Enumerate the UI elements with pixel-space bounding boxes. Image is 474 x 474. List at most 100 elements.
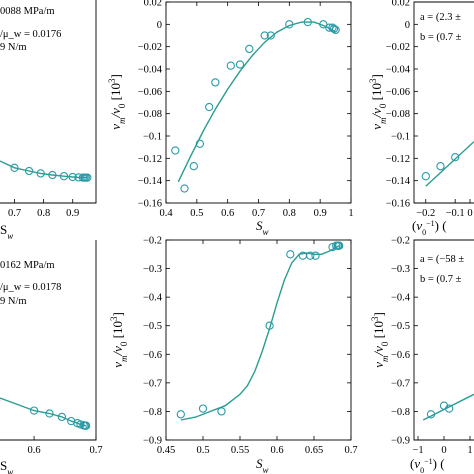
bl-data-point — [29, 406, 39, 415]
bm-ytick-label: −0.8 — [143, 407, 162, 418]
tr-ytick-label: 0 — [405, 20, 410, 31]
bm-data-point — [265, 321, 274, 330]
bottom-left-ann-1: 0162 MPa/m — [0, 260, 55, 271]
top-middle-frame — [165, 1, 352, 204]
tl-fit-line — [0, 160, 88, 179]
tr-xtick-label: −0.1 — [446, 208, 465, 219]
tl-xtick-label: 0.9 — [66, 208, 79, 219]
bm-data-point — [311, 251, 320, 260]
bottom-right-ann-1: a = (−58 ± — [420, 254, 464, 265]
br-xtick-label: 1 — [467, 445, 472, 456]
top-right-ann-2: b = (0.7 ± — [420, 32, 462, 43]
bottom-left-ann-3: 9 N/m — [0, 296, 27, 307]
top-left-xlabel: Sw — [0, 222, 13, 241]
tm-data-point — [260, 31, 269, 40]
tr-xtick-label: −0.2 — [416, 208, 435, 219]
tl-data-point — [59, 172, 69, 181]
tm-data-point — [235, 60, 245, 69]
tm-xtick-label: 0.4 — [159, 208, 173, 219]
tl-data-point — [83, 173, 92, 182]
bm-ytick-label: −0.4 — [143, 293, 163, 304]
bottom-right-ann-2: b = (0.7 ± — [420, 274, 462, 285]
tm-xtick-label: 0.5 — [190, 208, 203, 219]
bm-data-point — [286, 250, 295, 259]
bm-data-point — [198, 404, 208, 413]
br-ytick-label: −0.9 — [391, 436, 410, 447]
top-middle-xlabel: Sw — [256, 218, 269, 237]
tm-ytick-label: −0.02 — [138, 42, 162, 53]
tm-ytick-label: −0.06 — [138, 87, 162, 98]
br-xtick-label: 0 — [441, 445, 446, 456]
tr-ytick-label: −0.08 — [386, 109, 410, 120]
bm-ytick-label: −0.2 — [143, 236, 162, 247]
bm-ytick-label: −0.6 — [143, 350, 162, 361]
tr-ytick-label: −0.16 — [386, 199, 410, 210]
bl-fit-line — [0, 397, 87, 427]
bm-xtick-label: 0.5 — [196, 445, 209, 456]
tr-xtick-label: 0 — [467, 208, 472, 219]
tl-data-point — [10, 163, 19, 172]
tm-xtick-label: 0.9 — [314, 208, 327, 219]
bm-xtick-label: 0.6 — [270, 445, 283, 456]
tm-ytick-label: 0 — [157, 20, 162, 31]
bl-data-point — [76, 420, 85, 429]
bl-data-point — [57, 412, 67, 422]
br-fit-line — [422, 393, 474, 421]
top-left-frame — [0, 0, 97, 204]
tr-fit-line — [425, 141, 474, 187]
tm-data-point — [331, 25, 340, 35]
bm-xtick-label: 0.7 — [344, 445, 357, 456]
tr-data-point — [421, 172, 430, 181]
bm-xtick-label: 0.55 — [231, 445, 249, 456]
tr-ytick-label: −0.14 — [386, 176, 411, 187]
br-xtick-label: −1 — [412, 445, 423, 456]
panel-top-right: 0.02 0 −0.02 −0.04 −0.06 −0.08 −0.1 −0.12 −0.14 −… — [368, 0, 474, 237]
bl-data-point — [45, 409, 54, 418]
tr-data-point — [451, 153, 460, 162]
bottom-right-xlabel: (v0−1) ( — [410, 456, 445, 474]
br-ytick-label: −0.4 — [391, 293, 411, 304]
tm-data-point — [171, 146, 180, 155]
tl-xtick-label: 0.8 — [37, 208, 50, 219]
bottom-middle-xlabel: Sw — [256, 456, 269, 474]
br-ytick-label: −0.3 — [391, 264, 410, 275]
tm-data-point — [226, 61, 235, 70]
top-left-ann-2: /μ_w = 0.0176 — [0, 29, 61, 40]
tm-xtick-label: 1 — [348, 208, 353, 219]
tr-ytick-label: −0.12 — [386, 154, 410, 165]
bm-fit-line — [180, 245, 340, 421]
tm-data-point — [180, 184, 189, 193]
tl-xtick-label: 0.7 — [8, 208, 21, 219]
bm-data-point — [176, 410, 185, 419]
bm-data-point — [335, 241, 344, 250]
tr-ytick-label: −0.04 — [386, 65, 411, 76]
bm-xtick-label: 0.65 — [305, 445, 323, 456]
bl-xtick-label: 0.6 — [28, 445, 41, 456]
tm-ytick-label: −0.14 — [138, 176, 163, 187]
bm-data-point — [306, 251, 315, 260]
top-right-frame — [413, 1, 474, 204]
tl-data-point — [24, 166, 34, 176]
tm-ytick-label: 0.02 — [144, 0, 162, 9]
tr-ytick-label: −0.1 — [391, 132, 410, 143]
tm-data-point — [205, 102, 214, 112]
bl-xtick-label: 0.7 — [89, 445, 102, 456]
br-ytick-label: −0.7 — [391, 378, 410, 389]
panel-top-left: 0088 MPa/m /μ_w = 0.0176 9 N/m 0.7 0.8 0.9… — [0, 0, 97, 241]
panel-top-middle: 0.4 0.5 0.6 0.7 0.8 0.9 1 0.02 0 −0.02 −0.04 −0.06 −… — [107, 0, 354, 237]
br-ytick-label: −0.6 — [391, 350, 410, 361]
tm-ytick-label: −0.04 — [138, 65, 163, 76]
tm-ytick-label: −0.12 — [138, 154, 162, 165]
bottom-middle-frame — [165, 239, 352, 441]
tl-data-point — [36, 169, 45, 178]
tm-data-point — [211, 78, 220, 87]
bottom-right-ylabel: vm/v0 [103] — [370, 312, 390, 368]
br-ytick-label: −0.8 — [391, 407, 410, 418]
bm-ytick-label: −0.5 — [143, 321, 162, 332]
tm-ytick-label: −0.16 — [138, 199, 162, 210]
panel-bottom-middle: 0.45 0.5 0.55 0.6 0.65 0.7 −0.2 −0.3 −0.4 −0.5 −0.… — [109, 236, 358, 474]
tm-xtick-label: 0.6 — [221, 208, 234, 219]
bm-ytick-label: −0.3 — [143, 264, 162, 275]
bm-data-point — [217, 407, 226, 416]
tm-data-point — [329, 24, 339, 33]
